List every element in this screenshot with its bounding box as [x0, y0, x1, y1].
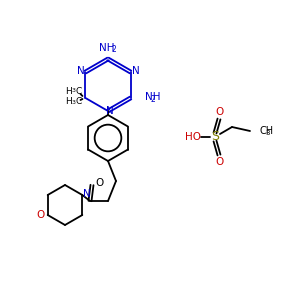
Text: 2: 2 [150, 94, 155, 103]
Text: NH: NH [99, 43, 115, 53]
Text: N: N [132, 66, 140, 76]
Text: N: N [76, 66, 84, 76]
Text: S: S [211, 130, 219, 143]
Text: H: H [65, 98, 72, 106]
Text: O: O [96, 178, 104, 188]
Text: N: N [106, 106, 114, 116]
Text: N: N [83, 189, 91, 199]
Text: 3: 3 [71, 100, 76, 104]
Text: H: H [65, 86, 72, 95]
Text: O: O [37, 210, 45, 220]
Text: 2: 2 [112, 46, 116, 55]
Text: C: C [75, 86, 82, 95]
Text: 3: 3 [71, 88, 76, 94]
Text: 3: 3 [266, 130, 270, 136]
Text: O: O [216, 157, 224, 167]
Text: NH: NH [145, 92, 160, 102]
Text: CH: CH [260, 126, 274, 136]
Text: O: O [216, 107, 224, 117]
Text: HO: HO [185, 132, 201, 142]
Text: C: C [75, 98, 82, 106]
